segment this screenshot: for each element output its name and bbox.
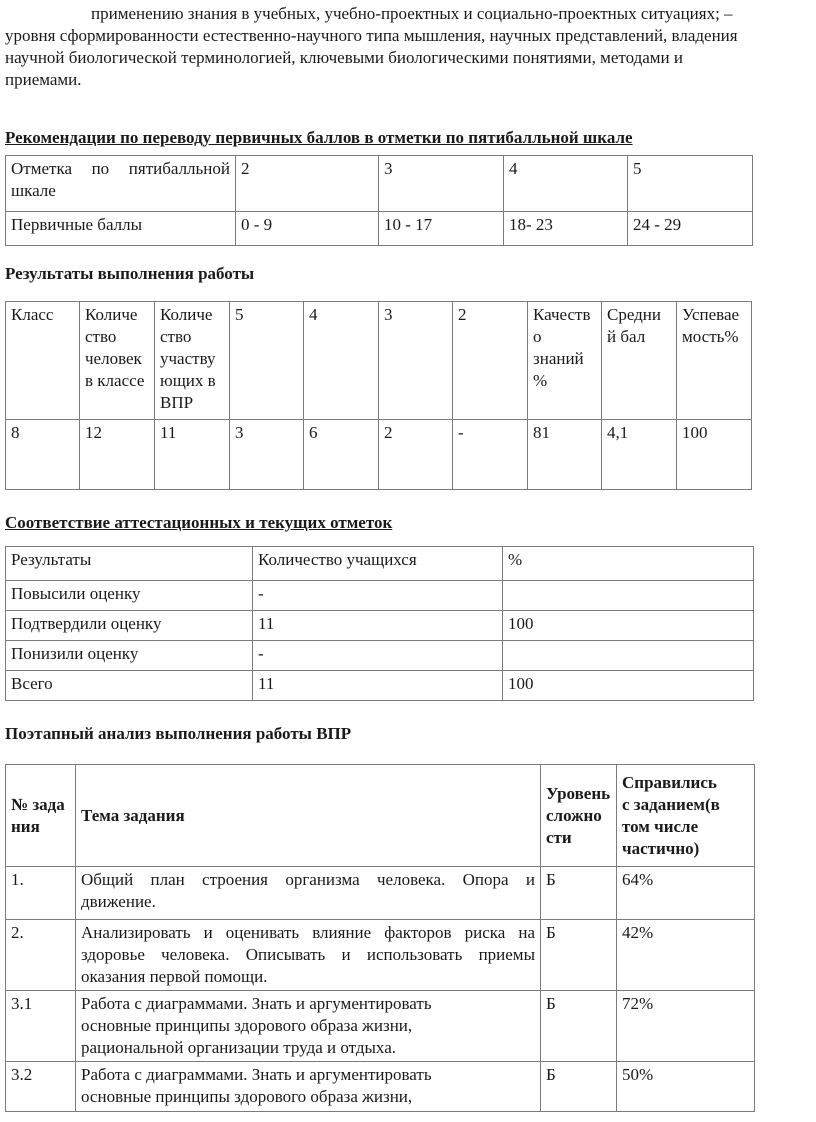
table-cell: 3 (229, 419, 304, 490)
table-cell: Результаты (5, 546, 253, 581)
table-row: Повысили оценку - (5, 580, 754, 611)
table-cell: 4 (503, 155, 628, 212)
analysis-table: № зада ния Тема задания Уровень сложно с… (5, 764, 755, 1112)
table-cell: Первичные баллы (5, 211, 236, 246)
table-cell: Б (540, 1061, 617, 1112)
table-cell (502, 640, 754, 671)
table-cell (502, 580, 754, 611)
table-cell: Общий план строения организма человека. … (75, 866, 541, 920)
table-cell: 64% (616, 866, 755, 920)
table-cell: 5 (229, 301, 304, 420)
table-cell: 0 - 9 (235, 211, 379, 246)
heading-grade-scale: Рекомендации по переводу первичных балло… (5, 128, 633, 147)
table-cell: 6 (303, 419, 379, 490)
table-cell: 81 (527, 419, 602, 490)
table-cell: 100 (502, 610, 754, 641)
table-cell: 10 - 17 (378, 211, 504, 246)
table-cell: Уровень сложно сти (540, 764, 617, 867)
table-cell: 11 (252, 610, 503, 641)
table-header-row: Результаты Количество учащихся % (5, 546, 754, 581)
table-cell: 11 (252, 670, 503, 701)
table-cell: 24 - 29 (627, 211, 753, 246)
table-row: 3.2 Работа с диаграммами. Знать и аргуме… (5, 1061, 755, 1112)
table-cell: Качеств о знаний % (527, 301, 602, 420)
table-row: 1. Общий план строения организма человек… (5, 866, 755, 920)
heading-stepwise-analysis: Поэтапный анализ выполнения работы ВПР (5, 724, 352, 743)
heading-results: Результаты выполнения работы (5, 264, 255, 283)
table-cell: 3.2 (5, 1061, 76, 1112)
table-cell: 12 (79, 419, 155, 490)
table-cell: Количество учащихся (252, 546, 503, 581)
table-cell: Количе ство участву ющих в ВПР (154, 301, 230, 420)
table-cell: Анализировать и оценивать влияние фактор… (75, 919, 541, 991)
table-cell: Работа с диаграммами. Знать и аргументир… (75, 990, 541, 1062)
table-row: 2. Анализировать и оценивать влияние фак… (5, 919, 755, 991)
table-row: Первичные баллы 0 - 9 10 - 17 18- 23 24 … (5, 211, 753, 246)
table-cell: 3.1 (5, 990, 76, 1062)
table-cell: Тема задания (75, 764, 541, 867)
table-cell: - (452, 419, 528, 490)
table-cell: 2 (235, 155, 379, 212)
table-cell: - (252, 640, 503, 671)
table-cell: 3 (378, 155, 504, 212)
table-cell: 100 (502, 670, 754, 701)
table-cell: Успевае мость% (676, 301, 752, 420)
table-row: Отметка по пятибалльной шкале 2 3 4 5 (5, 155, 753, 212)
table-cell: Всего (5, 670, 253, 701)
table-cell: 2 (378, 419, 453, 490)
table-cell: 3 (378, 301, 453, 420)
table-cell: Класс (5, 301, 80, 420)
table-cell: Работа с диаграммами. Знать и аргументир… (75, 1061, 541, 1112)
table-cell: Подтвердили оценку (5, 610, 253, 641)
table-cell: Количе ство человек в классе (79, 301, 155, 420)
table-cell: Понизили оценку (5, 640, 253, 671)
table-cell: 2. (5, 919, 76, 991)
table-cell: 11 (154, 419, 230, 490)
table-cell: Б (540, 866, 617, 920)
table-cell: № зада ния (5, 764, 76, 867)
table-cell: 18- 23 (503, 211, 628, 246)
table-cell: 5 (627, 155, 753, 212)
table-cell: 4,1 (601, 419, 677, 490)
table-cell: 1. (5, 866, 76, 920)
table-cell: 100 (676, 419, 752, 490)
results-table: Класс Количе ство человек в классе Колич… (5, 301, 752, 490)
table-cell: Отметка по пятибалльной шкале (5, 155, 236, 212)
grade-scale-table: Отметка по пятибалльной шкале 2 3 4 5 Пе… (5, 155, 753, 246)
table-cell: Б (540, 919, 617, 991)
table-row: 8 12 11 3 6 2 - 81 4,1 100 (5, 419, 752, 490)
table-cell: 2 (452, 301, 528, 420)
table-row: Подтвердили оценку 11 100 (5, 610, 754, 641)
table-row: Понизили оценку - (5, 640, 754, 671)
table-row: 3.1 Работа с диаграммами. Знать и аргуме… (5, 990, 755, 1062)
table-cell: 42% (616, 919, 755, 991)
table-cell: 8 (5, 419, 80, 490)
table-cell: 72% (616, 990, 755, 1062)
table-cell: Справились с заданием(в том числе частич… (616, 764, 755, 867)
table-header-row: № зада ния Тема задания Уровень сложно с… (5, 764, 755, 867)
table-cell: % (502, 546, 754, 581)
heading-correspondence: Соответствие аттестационных и текущих от… (5, 513, 393, 532)
table-row: Всего 11 100 (5, 670, 754, 701)
table-cell: Б (540, 990, 617, 1062)
table-header-row: Класс Количе ство человек в классе Колич… (5, 301, 752, 420)
table-cell: 50% (616, 1061, 755, 1112)
table-cell: Средни й бал (601, 301, 677, 420)
table-cell: - (252, 580, 503, 611)
table-cell: 4 (303, 301, 379, 420)
intro-paragraph: применению знания в учебных, учебно-прое… (5, 4, 738, 89)
correspondence-table: Результаты Количество учащихся % Повысил… (5, 546, 754, 701)
table-cell: Повысили оценку (5, 580, 253, 611)
